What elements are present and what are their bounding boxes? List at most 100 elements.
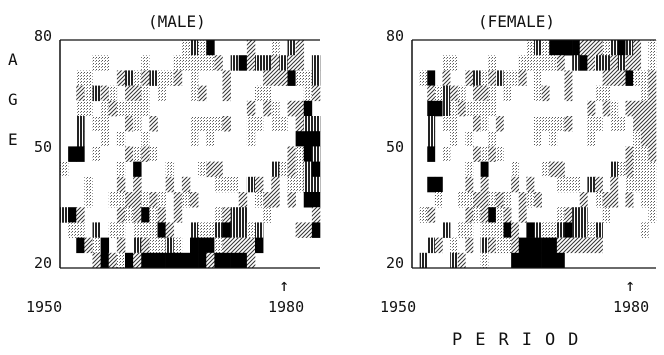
heatmap-cell-female bbox=[473, 207, 481, 223]
heatmap-cell-female bbox=[625, 70, 634, 86]
heatmap-cell-male bbox=[157, 70, 166, 86]
heatmap-cell-male bbox=[125, 207, 134, 223]
heatmap-cell-male bbox=[76, 85, 85, 102]
heatmap-cell-male bbox=[133, 252, 142, 269]
y-tick-20-female: 20 bbox=[386, 254, 405, 272]
heatmap-cell-male bbox=[190, 70, 199, 86]
heatmap-cell-female bbox=[648, 116, 657, 132]
heatmap-cell-male bbox=[100, 55, 110, 71]
heatmap-cell-male bbox=[76, 100, 85, 117]
heatmap-cell-male bbox=[206, 116, 215, 132]
heatmap-cell-male bbox=[238, 192, 248, 208]
heatmap-cell-female bbox=[473, 116, 481, 132]
heatmap-cell-female bbox=[610, 176, 619, 193]
heatmap-cell-male bbox=[190, 237, 199, 254]
heatmap-cell-male bbox=[263, 100, 272, 117]
heatmap-cell-female bbox=[427, 70, 436, 86]
heatmap-cell-male bbox=[287, 161, 296, 178]
heatmap-cell-male bbox=[222, 222, 231, 238]
heatmap-cell-female bbox=[579, 192, 588, 208]
heatmap-cell-female bbox=[434, 237, 443, 254]
heatmap-cell-female bbox=[427, 116, 436, 132]
heatmap-cell-female bbox=[465, 222, 474, 238]
heatmap-cell-male bbox=[84, 100, 93, 117]
heatmap-cell-female bbox=[434, 85, 443, 102]
heatmap-cell-male bbox=[116, 131, 126, 147]
heatmap-cell-female bbox=[648, 192, 657, 208]
heatmap-cell-male bbox=[303, 116, 313, 132]
heatmap-cell-female bbox=[480, 161, 489, 178]
heatmap-cell-male bbox=[141, 85, 150, 102]
heatmap-cell-male bbox=[76, 146, 85, 162]
heatmap-cell-male bbox=[287, 146, 296, 162]
heatmap-cell-female bbox=[526, 176, 535, 193]
heatmap-cell-female bbox=[564, 85, 573, 102]
heatmap-cell-male bbox=[222, 70, 231, 86]
heatmap-cell-female bbox=[648, 131, 657, 147]
heatmap-cell-female bbox=[633, 176, 642, 193]
heatmap-cell-female bbox=[465, 70, 474, 86]
heatmap-cell-male bbox=[246, 131, 256, 147]
heatmap-cell-male bbox=[222, 85, 231, 102]
heatmap-cell-male bbox=[295, 100, 305, 117]
heatmap-cell-male bbox=[141, 222, 150, 238]
heatmap-cell-female bbox=[442, 100, 451, 117]
heatmap-cell-female bbox=[488, 100, 497, 117]
heatmap-cell-male bbox=[263, 70, 272, 86]
heatmap-cell-female bbox=[488, 146, 497, 162]
heatmap-cell-female bbox=[633, 146, 642, 162]
heatmap-cell-female bbox=[495, 116, 504, 132]
heatmap-cell-female bbox=[457, 252, 466, 269]
heatmap-cell-male bbox=[238, 207, 248, 223]
heatmap-cell-male bbox=[125, 146, 134, 162]
heatmap-cell-female bbox=[480, 222, 489, 238]
heatmap-cell-female bbox=[549, 40, 558, 56]
heatmap-cell-female bbox=[572, 176, 581, 193]
heatmap-cell-female bbox=[473, 85, 481, 102]
heatmap-cell-female bbox=[473, 146, 481, 162]
heatmap-cell-male bbox=[303, 85, 313, 102]
panel-title-male: (MALE) bbox=[148, 12, 206, 31]
heatmap-cell-female bbox=[511, 252, 520, 269]
heatmap-cell-male bbox=[255, 85, 264, 102]
heatmap-cell-male bbox=[133, 161, 142, 178]
heatmap-cell-female bbox=[534, 55, 542, 71]
heatmap-cell-male bbox=[173, 252, 183, 269]
heatmap-cell-female bbox=[602, 70, 611, 86]
heatmap-cell-male bbox=[141, 70, 150, 86]
heatmap-cell-female bbox=[526, 252, 535, 269]
heatmap-cell-female bbox=[465, 176, 474, 193]
heatmap-cell-female bbox=[625, 40, 634, 56]
heatmap-cell-male bbox=[141, 131, 150, 147]
heatmap-cell-female bbox=[495, 146, 504, 162]
heatmap-cell-male bbox=[263, 192, 272, 208]
heatmap-cell-female bbox=[442, 85, 451, 102]
heatmap-cell-male bbox=[214, 55, 223, 71]
heatmap-cell-female bbox=[556, 55, 565, 71]
heatmap-cell-male bbox=[198, 85, 207, 102]
heatmap-female bbox=[419, 40, 657, 269]
heatmap-cell-female bbox=[625, 192, 634, 208]
heatmap-cell-male bbox=[141, 100, 150, 117]
heatmap-cell-female bbox=[549, 116, 558, 132]
heatmap-cell-male bbox=[190, 192, 199, 208]
heatmap-cell-female bbox=[526, 55, 535, 71]
heatmap-cell-female bbox=[587, 237, 596, 254]
heatmap-cell-male bbox=[141, 207, 150, 223]
heatmap-cell-female bbox=[488, 207, 497, 223]
heatmap-cell-female bbox=[518, 55, 527, 71]
heatmap-cell-male bbox=[108, 100, 118, 117]
heatmap-cell-female bbox=[564, 207, 573, 223]
heatmap-cell-female bbox=[617, 40, 626, 56]
heatmap-cell-female bbox=[442, 55, 451, 71]
heatmap-cell-female bbox=[488, 131, 497, 147]
heatmap-cell-male bbox=[271, 70, 280, 86]
heatmap-cell-female bbox=[541, 252, 550, 269]
heatmap-cell-male bbox=[125, 252, 134, 269]
heatmap-cell-male bbox=[214, 237, 223, 254]
heatmap-cell-male bbox=[149, 252, 158, 269]
x-tick-1950-female: 1950 bbox=[380, 298, 417, 316]
heatmap-cell-male bbox=[92, 55, 101, 71]
heatmap-cell-male bbox=[76, 207, 85, 223]
heatmap-cell-male bbox=[68, 146, 77, 162]
